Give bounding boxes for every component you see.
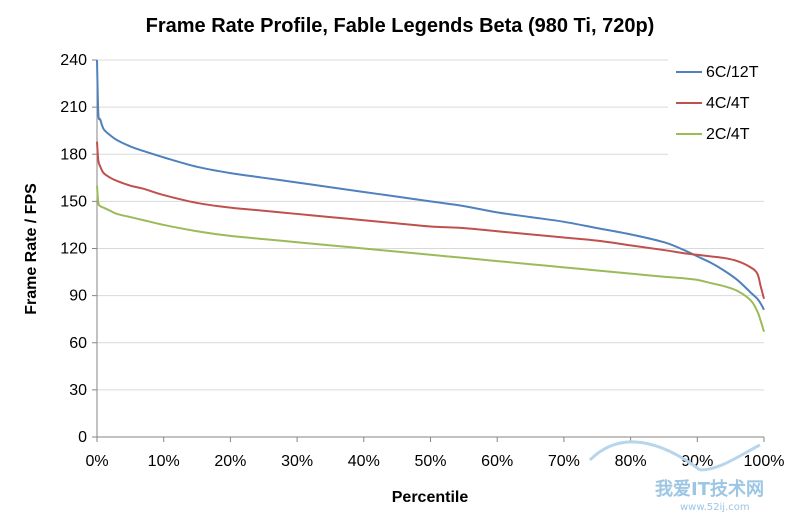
series-line-1 <box>96 59 765 311</box>
x-tick-label: 60% <box>481 453 513 470</box>
y-tick-label: 240 <box>60 52 87 69</box>
y-tick-label: 30 <box>69 382 87 399</box>
legend-label: 6C/12T <box>706 64 759 81</box>
x-tick-label: 90% <box>681 453 713 470</box>
legend-label: 2C/4T <box>706 126 750 143</box>
chart-title: Frame Rate Profile, Fable Legends Beta (… <box>146 15 655 37</box>
x-axis-ticks: 0% 10% 20% 30% 40% 50% 60% 70% 80% 90% 100% <box>85 437 784 470</box>
y-axis-ticks: 0 30 60 90 120 150 180 210 240 <box>60 52 97 446</box>
series-line-2 <box>96 141 765 300</box>
y-tick-label: 150 <box>60 193 87 210</box>
series-line-3 <box>96 185 765 333</box>
watermark-wing-left <box>588 440 701 472</box>
watermark-text: 我爱IT技术网 <box>655 478 764 500</box>
series-group <box>96 59 765 333</box>
watermark-subtext: www.52ij.com <box>680 502 750 513</box>
y-tick-label: 0 <box>78 429 87 446</box>
y-tick-label: 60 <box>69 335 87 352</box>
x-tick-label: 40% <box>348 453 380 470</box>
x-tick-label: 70% <box>548 453 580 470</box>
watermark-wing-right <box>699 443 761 472</box>
gridlines <box>97 59 764 391</box>
watermark-logo: 我爱IT技术网 www.52ij.com <box>588 440 764 513</box>
y-tick-label: 180 <box>60 146 87 163</box>
x-tick-label: 50% <box>414 453 446 470</box>
x-tick-label: 100% <box>744 453 785 470</box>
y-tick-label: 90 <box>69 288 87 305</box>
y-tick-label: 120 <box>60 241 87 258</box>
x-tick-label: 30% <box>281 453 313 470</box>
y-tick-label: 210 <box>60 99 87 116</box>
x-tick-label: 80% <box>615 453 647 470</box>
x-axis-title: Percentile <box>392 489 469 506</box>
legend-label: 4C/4T <box>706 95 750 112</box>
legend: 6C/12T 4C/4T 2C/4T <box>668 55 780 155</box>
x-tick-label: 10% <box>148 453 180 470</box>
x-tick-label: 0% <box>85 453 108 470</box>
y-axis-title: Frame Rate / FPS <box>23 183 40 315</box>
x-tick-label: 20% <box>214 453 246 470</box>
